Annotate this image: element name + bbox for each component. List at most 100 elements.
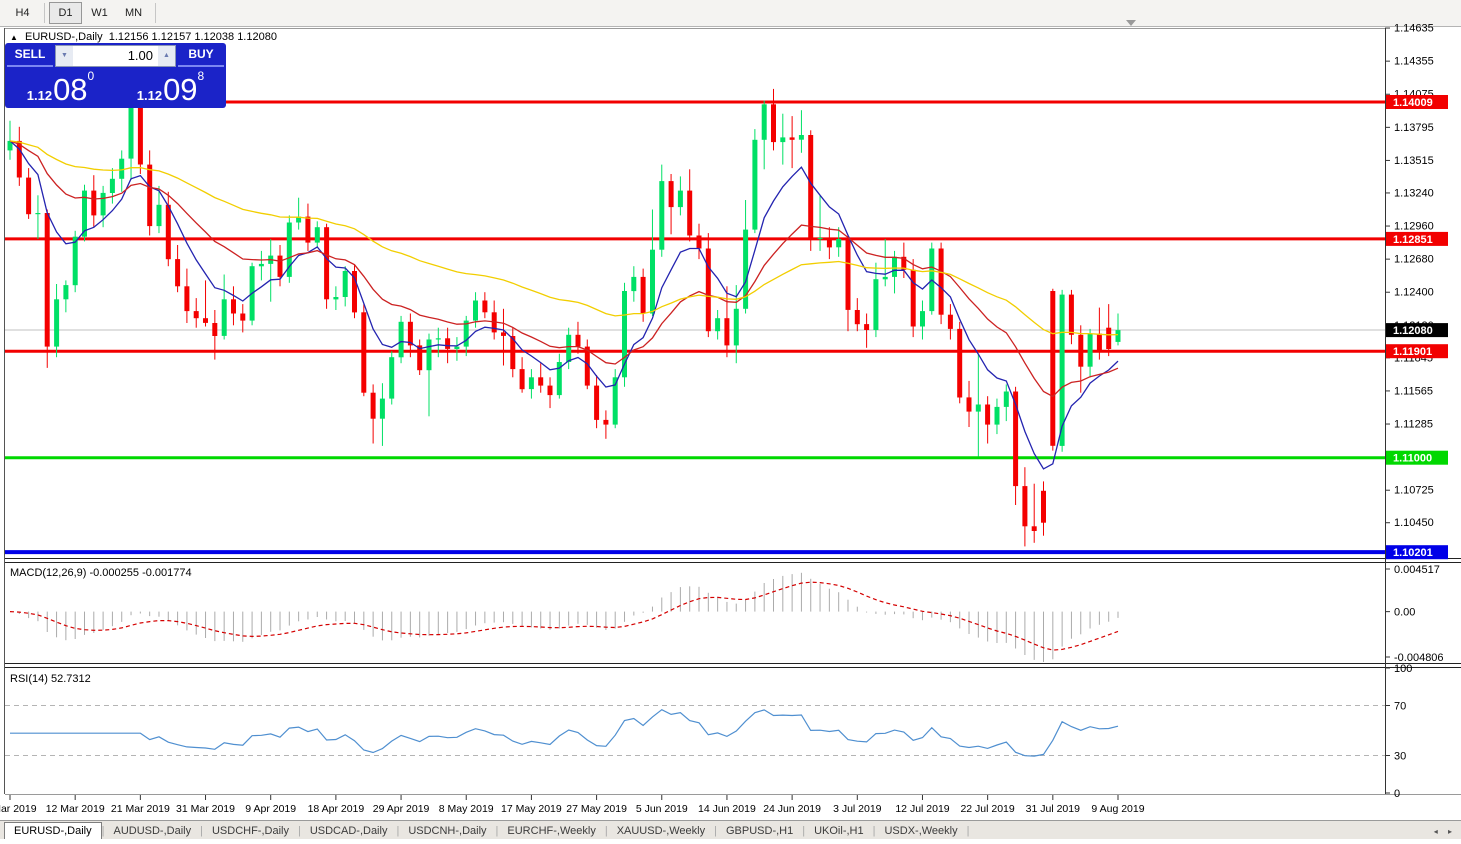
moving-average-lines — [9, 140, 1119, 470]
svg-text:3 Mar 2019: 3 Mar 2019 — [0, 803, 37, 815]
svg-text:9 Aug 2019: 9 Aug 2019 — [1091, 803, 1144, 815]
tab-separator: | — [604, 825, 608, 837]
volume-input[interactable]: 1.00 — [127, 48, 153, 63]
sell-price-display[interactable]: 1.12 08 0 — [7, 69, 114, 106]
horizontal-level-lines[interactable] — [5, 100, 1385, 555]
tab-separator: | — [200, 825, 203, 837]
rsi-label: RSI(14) 52.7312 — [10, 673, 91, 685]
svg-text:1.12400: 1.12400 — [1394, 287, 1434, 299]
chart-title-ohlc: 1.12156 1.12157 1.12038 1.12080 — [108, 31, 277, 43]
symbol-tab-usdcad[interactable]: USDCAD-,Daily — [309, 825, 388, 837]
timeframe-toolbar: H4 D1 W1 MN — [0, 0, 1461, 27]
volume-increase-icon[interactable]: ▲ — [158, 46, 175, 66]
symbol-tab-xauusd[interactable]: XAUUSD-,Weekly — [616, 825, 706, 837]
svg-text:1.11565: 1.11565 — [1394, 385, 1433, 397]
symbol-tab-usdcnh[interactable]: USDCNH-,Daily — [408, 825, 487, 837]
tab-separator: | — [714, 825, 717, 837]
volume-spinner: ▼ 1.00 ▲ — [55, 45, 176, 67]
svg-text:31 Mar 2019: 31 Mar 2019 — [176, 803, 235, 815]
svg-text:12 Mar 2019: 12 Mar 2019 — [46, 803, 105, 815]
svg-text:1.12960: 1.12960 — [1394, 221, 1434, 233]
svg-text:1.14009: 1.14009 — [1393, 97, 1433, 109]
chart-shift-marker-icon[interactable] — [1126, 20, 1136, 26]
tab-separator: | — [101, 825, 105, 837]
svg-text:0: 0 — [1394, 788, 1400, 800]
svg-text:1.12080: 1.12080 — [1393, 325, 1433, 337]
time-axis[interactable]: 3 Mar 2019 12 Mar 2019 21 Mar 2019 31 Mar 2… — [0, 795, 1145, 815]
svg-text:1.14355: 1.14355 — [1394, 56, 1434, 68]
sell-price-prefix: 1.12 — [26, 88, 53, 103]
svg-text:1.10725: 1.10725 — [1394, 485, 1434, 497]
svg-text:-0.004806: -0.004806 — [1394, 652, 1444, 664]
svg-text:1.14635: 1.14635 — [1394, 23, 1434, 35]
svg-text:24 Jun 2019: 24 Jun 2019 — [763, 803, 821, 815]
svg-text:1.11901: 1.11901 — [1393, 346, 1432, 358]
chart-background — [0, 28, 1461, 839]
symbol-tab-audusd[interactable]: AUDUSD-,Daily — [113, 825, 192, 837]
macd-label: MACD(12,26,9) -0.000255 -0.001774 — [10, 567, 192, 579]
chart-title-symbol: EURUSD-,Daily — [24, 31, 103, 43]
toolbar-separator — [155, 3, 156, 23]
svg-text:21 Mar 2019: 21 Mar 2019 — [111, 803, 170, 815]
svg-text:1.13515: 1.13515 — [1394, 155, 1434, 167]
tab-scroll-arrows[interactable]: ◂ ▸ — [1433, 827, 1456, 836]
svg-text:30: 30 — [1394, 751, 1406, 763]
buy-price-pip: 8 — [197, 69, 205, 83]
timeframe-button-h4[interactable]: H4 — [15, 7, 30, 19]
svg-text:8 May 2019: 8 May 2019 — [439, 803, 494, 815]
price-axis[interactable]: 1.146351.143551.140751.137951.135151.132… — [1385, 23, 1448, 800]
svg-text:1.10450: 1.10450 — [1394, 517, 1434, 529]
timeframe-button-d1[interactable]: D1 — [49, 2, 82, 24]
svg-text:18 Apr 2019: 18 Apr 2019 — [308, 803, 365, 815]
svg-text:100: 100 — [1394, 663, 1412, 675]
svg-text:70: 70 — [1394, 701, 1406, 713]
svg-text:14 Jun 2019: 14 Jun 2019 — [698, 803, 756, 815]
toolbar-separator — [44, 3, 45, 23]
svg-text:1.13240: 1.13240 — [1394, 187, 1434, 199]
macd-pane: MACD(12,26,9) -0.000255 -0.001774 — [9, 567, 1119, 662]
svg-text:1.11285: 1.11285 — [1394, 419, 1433, 431]
symbol-tab-ukoil[interactable]: UKOil-,H1 — [814, 825, 864, 837]
svg-text:1.12851: 1.12851 — [1393, 234, 1433, 246]
sell-price-pip: 0 — [87, 69, 95, 83]
svg-text:27 May 2019: 27 May 2019 — [566, 803, 627, 815]
symbol-tab-gbpusd[interactable]: GBPUSD-,H1 — [725, 825, 794, 837]
timeframe-button-mn[interactable]: MN — [124, 7, 143, 19]
svg-text:1.12680: 1.12680 — [1394, 254, 1434, 266]
collapse-trade-panel-icon[interactable]: ▲ — [10, 33, 18, 42]
volume-decrease-icon[interactable]: ▼ — [56, 46, 73, 66]
tab-separator: | — [872, 825, 876, 837]
sell-price-main: 08 — [53, 72, 88, 107]
buy-price-main: 09 — [163, 72, 198, 107]
rsi-pane: RSI(14) 52.7312 — [5, 673, 1385, 757]
symbol-tab-usdchf[interactable]: USDCHF-,Daily — [211, 825, 289, 837]
tab-separator: | — [297, 825, 301, 837]
svg-text:9 Apr 2019: 9 Apr 2019 — [245, 803, 296, 815]
svg-text:31 Jul 2019: 31 Jul 2019 — [1026, 803, 1080, 815]
candles-layer — [7, 88, 1121, 547]
svg-text:0.004517: 0.004517 — [1394, 564, 1440, 576]
svg-text:29 Apr 2019: 29 Apr 2019 — [373, 803, 430, 815]
buy-button[interactable]: BUY — [178, 45, 224, 67]
tab-separator: | — [802, 825, 806, 837]
svg-text:3 Jul 2019: 3 Jul 2019 — [833, 803, 882, 815]
svg-text:5 Jun 2019: 5 Jun 2019 — [636, 803, 688, 815]
symbol-tab-usdx[interactable]: USDX-,Weekly — [884, 825, 958, 837]
buy-price-display[interactable]: 1.12 09 8 — [117, 69, 224, 106]
svg-text:22 Jul 2019: 22 Jul 2019 — [960, 803, 1014, 815]
tab-separator: | — [966, 825, 970, 837]
sell-button[interactable]: SELL — [7, 45, 53, 67]
svg-text:1.11000: 1.11000 — [1393, 453, 1432, 465]
buy-price-prefix: 1.12 — [136, 88, 163, 103]
timeframe-button-w1[interactable]: W1 — [91, 7, 108, 19]
tab-separator: | — [396, 825, 400, 837]
svg-text:0.00: 0.00 — [1394, 607, 1415, 619]
chart-title: ▲ EURUSD-,Daily 1.12156 1.12157 1.12038 … — [10, 31, 277, 43]
svg-text:1.13795: 1.13795 — [1394, 122, 1434, 134]
svg-text:12 Jul 2019: 12 Jul 2019 — [895, 803, 949, 815]
symbol-tab-eurusd[interactable]: EURUSD-,Daily — [4, 822, 102, 839]
symbol-tab-eurchf[interactable]: EURCHF-,Weekly — [507, 825, 596, 837]
symbol-tab-bar: EURUSD-,Daily | AUDUSD-,Daily | USDCHF-,Dail… — [0, 820, 1461, 839]
